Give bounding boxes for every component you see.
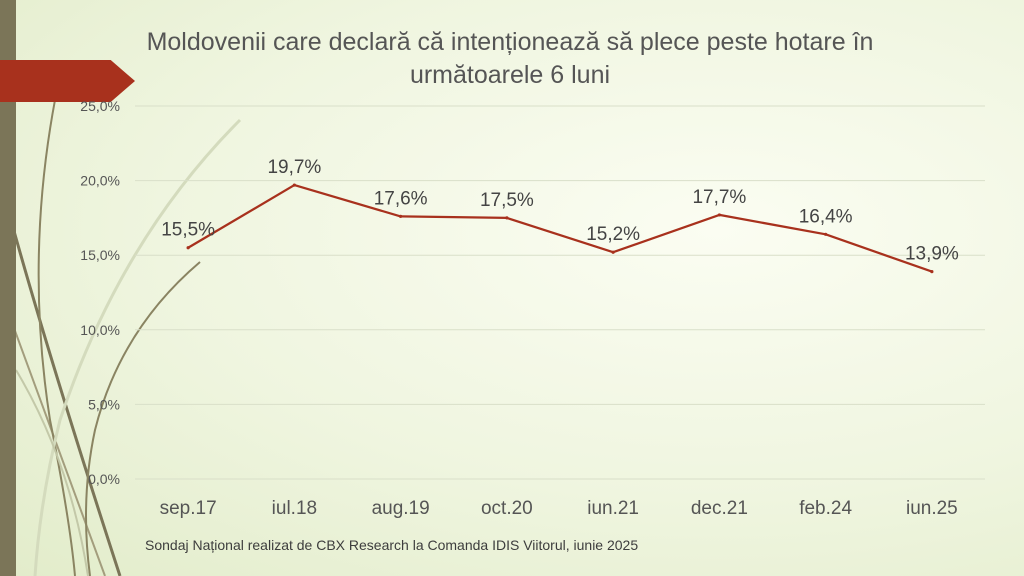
data-point [505, 216, 509, 220]
x-tick-label: iun.25 [906, 498, 958, 519]
data-label: 19,7% [267, 157, 321, 178]
y-tick-label: 25,0% [80, 98, 120, 114]
data-label: 15,2% [586, 224, 640, 245]
x-tick-label: sep.17 [160, 498, 217, 519]
y-tick-label: 15,0% [80, 247, 120, 263]
x-tick-label: iun.21 [587, 498, 639, 519]
chart-title: Moldovenii care declară că intenționează… [146, 28, 874, 89]
x-tick-label: feb.24 [799, 498, 852, 519]
data-point [399, 214, 403, 219]
data-label: 17,5% [480, 190, 534, 211]
data-point [824, 232, 828, 236]
x-tick-label: iul.18 [272, 498, 317, 519]
sidebar-stripe [0, 0, 16, 576]
y-tick-label: 10,0% [80, 322, 120, 338]
series-line [187, 183, 933, 273]
data-label: 17,6% [374, 188, 428, 209]
y-tick-label: 20,0% [80, 173, 120, 189]
data-label: 15,5% [161, 220, 215, 241]
x-tick-label: aug.19 [372, 498, 430, 519]
x-tick-label: dec.21 [691, 498, 748, 519]
data-point [186, 246, 190, 250]
data-label: 16,4% [799, 206, 853, 227]
data-point [611, 250, 615, 254]
data-point [930, 270, 934, 274]
y-tick-label: 0,0% [88, 471, 120, 487]
x-tick-label: oct.20 [481, 498, 533, 519]
source-note: Sondaj Național realizat de CBX Research… [145, 537, 639, 553]
data-label: 17,7% [692, 187, 746, 208]
y-tick-label: 5,0% [88, 396, 120, 412]
data-point [717, 213, 721, 217]
data-label: 13,9% [905, 244, 959, 265]
arrow-shape [0, 60, 135, 102]
data-point [292, 183, 296, 187]
